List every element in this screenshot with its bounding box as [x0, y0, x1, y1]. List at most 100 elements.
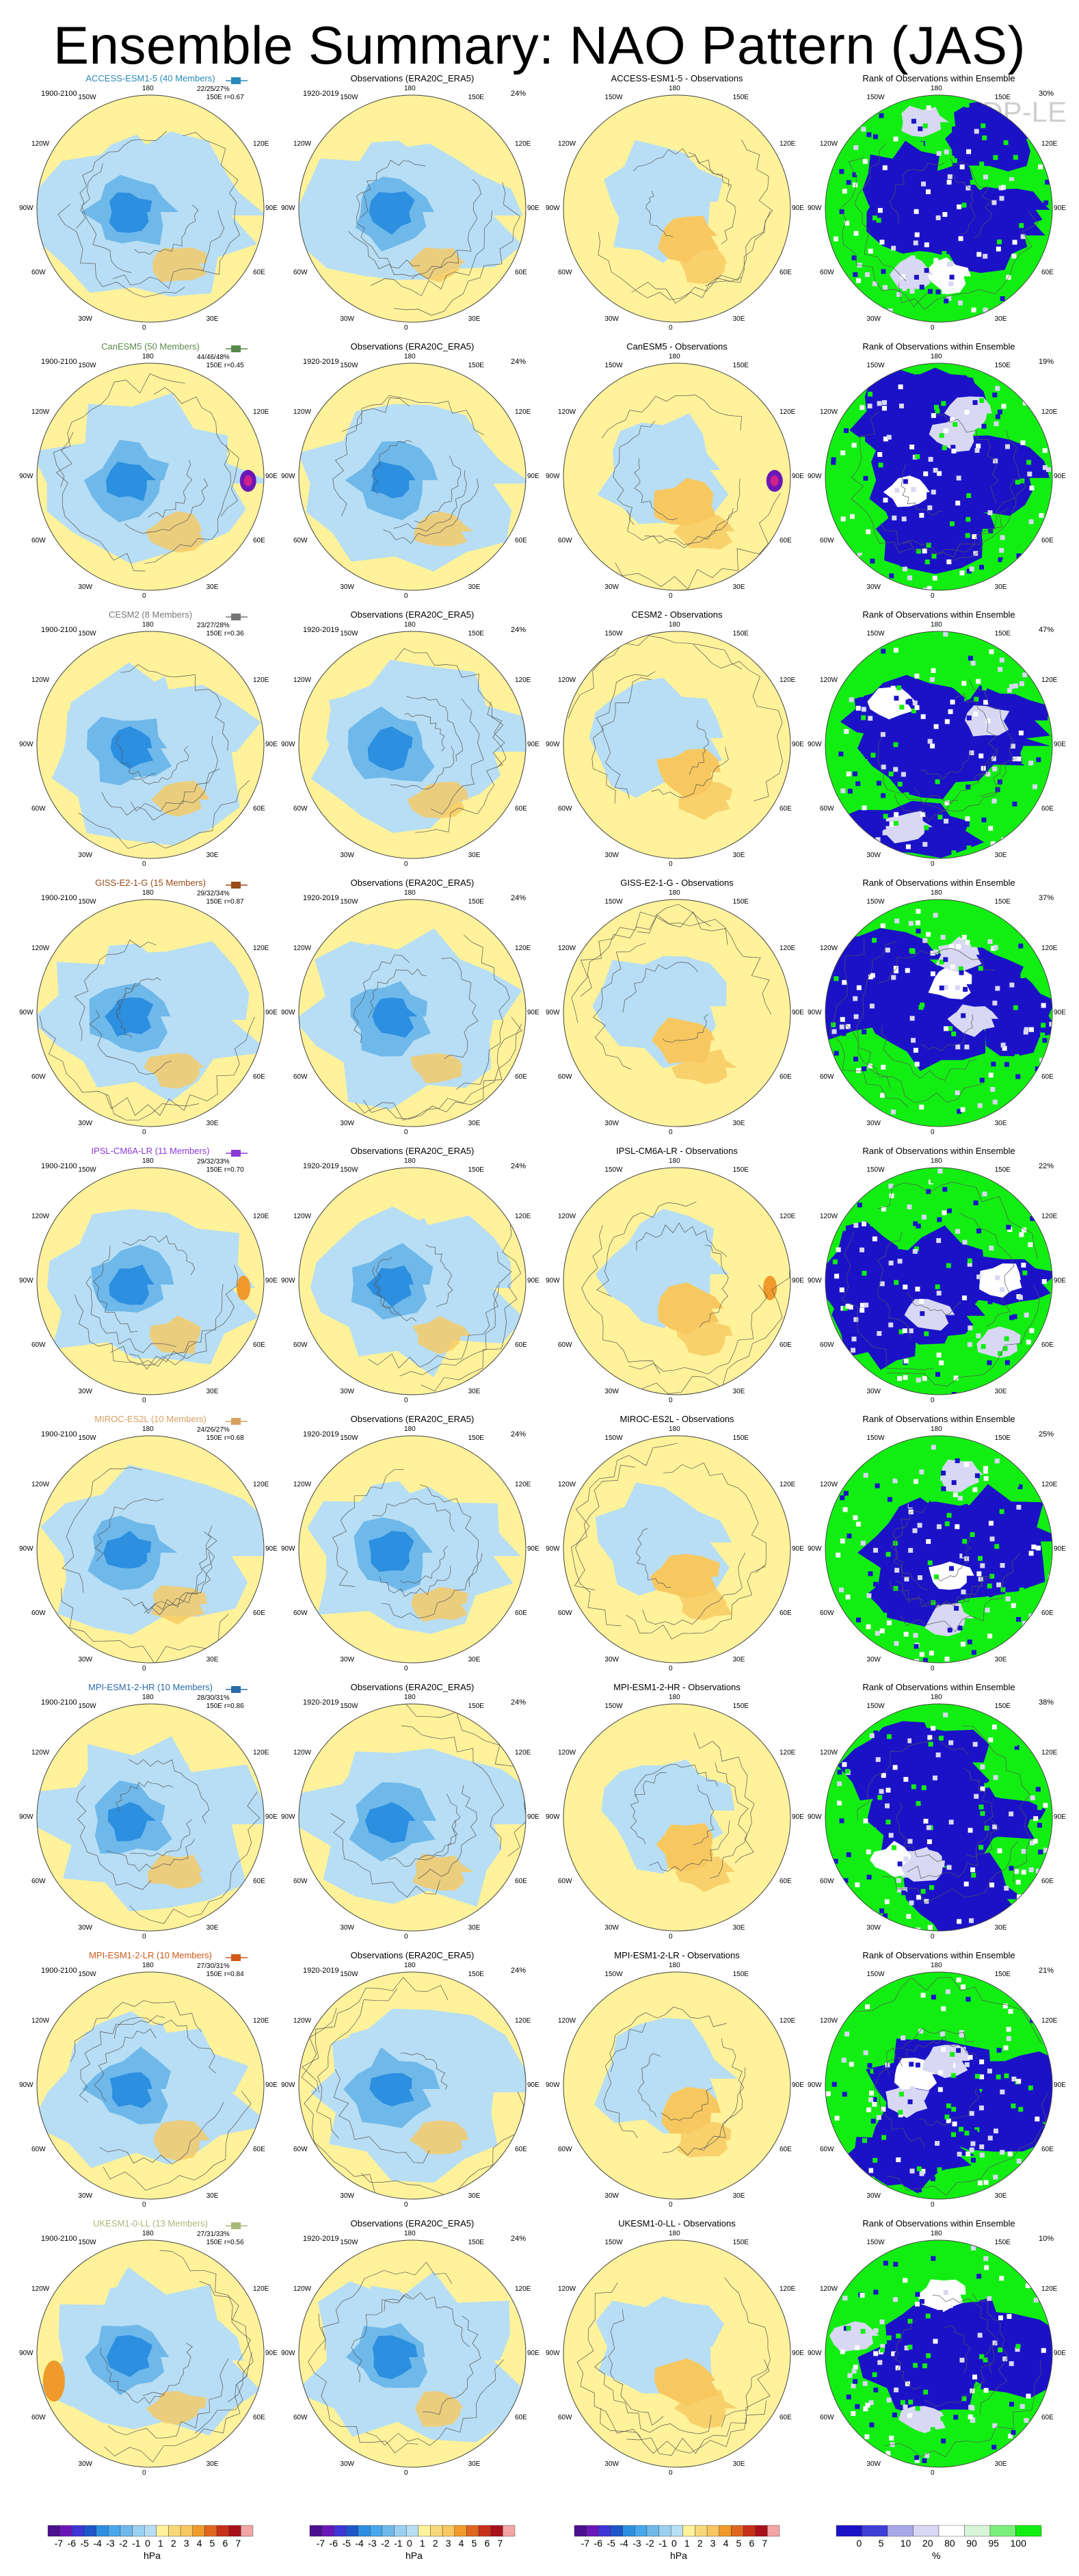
lon-label: 0 — [404, 1129, 408, 1136]
colorbar-tick-label: 10 — [900, 2538, 911, 2549]
obs-pct: 24% — [511, 1430, 527, 1438]
coastline — [375, 1257, 399, 1313]
colorbar-swatch — [719, 2525, 732, 2537]
lon-label: 30W — [866, 1120, 881, 1127]
coastline — [394, 182, 520, 316]
model-map — [36, 1435, 265, 1664]
page-title: Ensemble Summary: NAO Pattern (JAS) — [53, 15, 1026, 75]
map-border — [825, 2239, 1053, 2468]
coastline — [689, 720, 709, 775]
coastline — [881, 1841, 1018, 1904]
lon-label: 30E — [206, 583, 219, 591]
lon-label: 60W — [293, 1609, 308, 1617]
colorbar-swatch — [466, 2525, 479, 2537]
lon-label: 60E — [515, 1073, 527, 1081]
lon-label: 180 — [931, 2230, 942, 2237]
lon-label: 90W — [19, 473, 34, 480]
colorbar-tick-label: -4 — [620, 2538, 628, 2549]
obs-map — [298, 1971, 527, 2200]
lon-label: 90E — [1054, 205, 1066, 212]
colorbar-tick-label: 2 — [697, 2538, 703, 2549]
period-label: 1900-2100 — [41, 2235, 77, 2243]
lon-label: 180 — [931, 1425, 942, 1433]
lon-label: 90W — [546, 1545, 560, 1553]
colorbar-swatch — [598, 2525, 611, 2537]
coastline — [153, 386, 239, 517]
map-border — [36, 1703, 265, 1932]
lon-label: 30E — [468, 315, 481, 323]
rank-pct: 37% — [1039, 894, 1054, 902]
lon-label: 150W — [866, 1166, 885, 1174]
coastline — [907, 1820, 1000, 1879]
lon-label: 60W — [31, 1609, 46, 1617]
coastline — [894, 763, 1007, 822]
coastline — [829, 938, 909, 1107]
colorbar-tick-label: 2 — [170, 2538, 176, 2549]
lon-label: 0 — [142, 324, 146, 332]
colorbar-tick-label: 3 — [183, 2538, 189, 2549]
lon-label: 90E — [527, 473, 540, 480]
lon-label: 90W — [19, 2350, 34, 2357]
lon-label: 60E — [780, 804, 792, 813]
coastline — [301, 2008, 376, 2194]
lon-label: 90W — [808, 1545, 822, 1553]
rank-title: Rank of Observations within Ensemble — [862, 73, 1015, 83]
lon-label: 90W — [808, 741, 822, 748]
coastline — [571, 904, 711, 1023]
colorbar-swatch — [964, 2525, 991, 2537]
coastline — [114, 2016, 216, 2074]
coastline — [39, 1015, 200, 1121]
lon-label: 120W — [293, 140, 312, 148]
lon-label: 180 — [669, 85, 680, 92]
lon-label: 90W — [808, 1277, 822, 1285]
diff-title: UKESM1-0-LL - Observations — [618, 2218, 736, 2229]
lon-label: 120E — [1041, 1481, 1058, 1489]
lon-label: 60W — [293, 2413, 308, 2421]
lon-label: 0 — [142, 860, 146, 868]
coastline — [649, 1820, 730, 1871]
rank-title: Rank of Observations within Ensemble — [862, 1146, 1015, 1156]
coastline — [99, 2102, 224, 2165]
colorbar-tick-label: 7 — [762, 2538, 768, 2549]
lon-label: 0 — [931, 1933, 935, 1941]
lon-label: 60E — [515, 1341, 527, 1349]
lon-label: 120W — [293, 2017, 312, 2025]
rank-mid-region — [829, 2321, 879, 2352]
period-label: 1920-2019 — [303, 894, 339, 902]
colorbar-swatch — [938, 2525, 965, 2537]
lon-label: 60W — [558, 2413, 572, 2421]
colorbar-tick-label: 0 — [671, 2538, 677, 2549]
colorbar-tick-label: -4 — [93, 2538, 102, 2549]
coastline — [637, 2053, 661, 2117]
rank-map — [825, 1167, 1053, 1395]
lon-label: 150W — [604, 1703, 623, 1710]
period-label: 1900-2100 — [41, 1967, 77, 1975]
map-border — [298, 1703, 527, 1932]
lon-label: 30E — [994, 1656, 1007, 1664]
lon-label: 60E — [253, 1341, 265, 1349]
coastline — [651, 746, 729, 798]
lon-label: 60E — [780, 268, 792, 276]
lon-label: 60E — [515, 804, 527, 813]
coastline — [390, 746, 455, 789]
coastline — [576, 2282, 641, 2438]
lon-label: 150E — [206, 94, 222, 101]
coastline — [900, 1553, 1020, 1633]
diff-title: ACCESS-ESM1-5 - Observations — [611, 73, 743, 83]
colorbar-swatch — [382, 2525, 395, 2537]
colorbar-tick-label: 3 — [710, 2538, 716, 2549]
diff-map — [563, 1435, 791, 1664]
coastline — [959, 1212, 1015, 1327]
lon-label: 120W — [820, 140, 838, 148]
colorbar-tick-label: -5 — [607, 2538, 615, 2549]
lon-label: 120E — [1041, 2285, 1058, 2294]
colorbar-swatch — [731, 2525, 744, 2537]
pattern-correlation: r=0.56 — [224, 2239, 244, 2246]
obs-map — [298, 363, 527, 591]
rank-mid-region — [883, 475, 930, 508]
pct-variance: 27/31/33% — [197, 2231, 230, 2238]
coastline — [100, 2347, 165, 2404]
coastline — [898, 211, 1039, 310]
coastline — [880, 508, 1008, 557]
colorbar-tick-label: -3 — [368, 2538, 377, 2549]
